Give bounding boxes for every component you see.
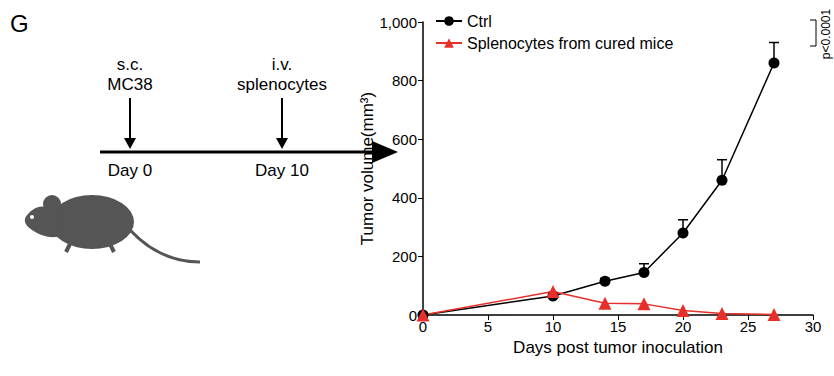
svg-text:p<0.0001: p<0.0001 [819,8,833,59]
svg-text:Ctrl: Ctrl [467,13,492,30]
svg-text:30: 30 [805,318,822,335]
svg-text:600: 600 [392,131,417,148]
svg-text:20: 20 [675,318,692,335]
svg-text:200: 200 [392,248,417,265]
svg-text:0: 0 [418,318,428,335]
svg-text:G: G [10,10,29,37]
svg-text:400: 400 [392,189,417,206]
svg-text:800: 800 [392,72,417,89]
svg-text:i.v.: i.v. [272,55,292,74]
svg-text:25: 25 [740,318,757,335]
svg-text:10: 10 [545,318,562,335]
svg-text:Day 0: Day 0 [108,161,152,180]
svg-text:Splenocytes from cured mice: Splenocytes from cured mice [467,35,673,52]
svg-text:s.c.: s.c. [117,55,143,74]
svg-text:MC38: MC38 [107,75,152,94]
svg-text:1,000: 1,000 [379,14,417,31]
svg-text:Days post tumor inoculation: Days post tumor inoculation [513,338,723,357]
svg-text:0: 0 [409,307,417,324]
svg-text:5: 5 [484,318,492,335]
svg-text:Day 10: Day 10 [255,161,309,180]
svg-text:Tumor volume(mm³): Tumor volume(mm³) [358,92,377,245]
svg-text:splenocytes: splenocytes [237,75,327,94]
svg-text:15: 15 [610,318,627,335]
